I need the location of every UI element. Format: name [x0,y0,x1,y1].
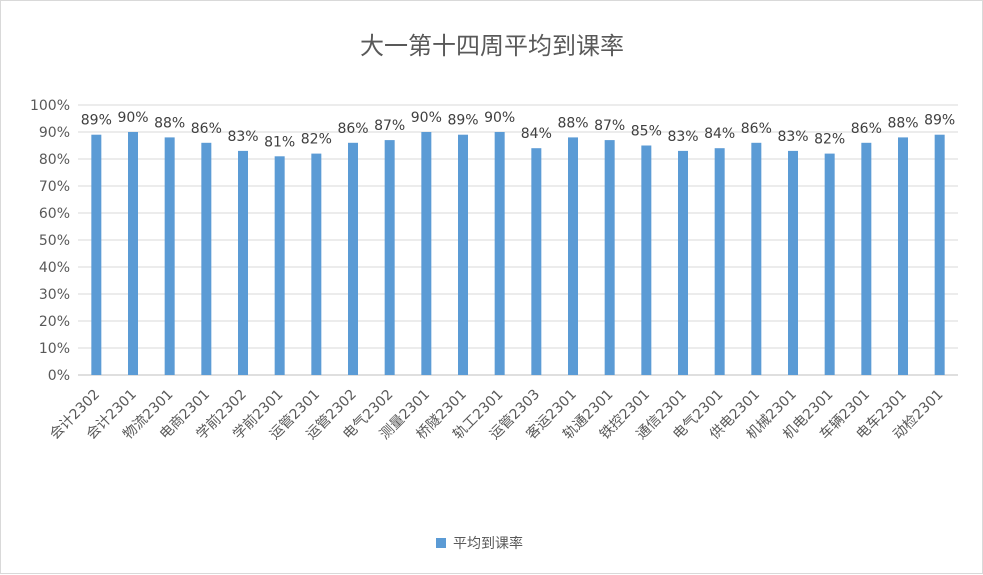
data-label: 86% [741,121,772,137]
bar [311,153,322,375]
bar [128,132,138,375]
bar [238,150,248,375]
bars [91,132,945,375]
data-label: 86% [191,121,222,137]
legend: 平均到课率 [436,535,523,552]
bar [824,153,835,375]
y-tick-label: 50% [39,233,70,249]
bar [714,148,725,375]
data-label: 84% [521,126,552,142]
y-tick-label: 20% [39,314,70,330]
bar [898,137,908,375]
y-tick-label: 100% [30,98,70,114]
legend-swatch [436,538,446,548]
y-tick-label: 10% [39,341,70,357]
data-label: 83% [777,129,808,145]
bar [604,140,615,375]
data-label: 90% [117,110,148,126]
data-label: 90% [484,110,515,126]
y-axis-ticks: 0% 10% 20% 30% 40% 50% 60% 70% 80% 90% 100% [30,98,70,384]
data-label: 87% [594,118,625,134]
bar [274,156,285,375]
y-tick-label: 90% [39,125,70,141]
y-tick-label: 80% [39,152,70,168]
bar [568,137,578,375]
y-tick-label: 70% [39,179,70,195]
bar [421,132,432,375]
y-tick-label: 0% [48,368,70,384]
data-label: 88% [557,115,588,131]
data-label: 83% [667,129,698,145]
data-label: 90% [411,110,442,126]
data-label: 89% [447,113,478,129]
data-label: 86% [851,121,882,137]
data-label: 84% [704,126,735,142]
data-label: 88% [154,115,185,131]
data-label: 87% [374,118,405,134]
data-label: 81% [264,134,295,150]
chart-title: 大一第十四周平均到课率 [360,32,624,60]
y-tick-label: 40% [39,260,70,276]
bar [641,145,652,375]
bar [531,148,542,375]
bar [751,142,762,375]
bar [164,137,175,375]
bar [91,134,102,375]
bar [678,150,688,375]
y-tick-label: 30% [39,287,70,303]
bar [494,132,505,375]
bar [384,140,395,375]
bar [934,134,945,375]
data-label: 89% [81,113,112,129]
data-label: 83% [227,129,258,145]
bar [201,142,212,375]
data-label: 89% [924,113,955,129]
data-label: 82% [814,132,845,148]
legend-label: 平均到课率 [453,535,523,552]
gridlines [78,104,958,376]
bar [788,150,798,375]
bar [861,142,872,375]
data-label: 85% [631,124,662,140]
bar [348,142,358,375]
data-label: 86% [337,121,368,137]
y-tick-label: 60% [39,206,70,222]
x-axis-ticks: 会计2302会计2301物流2301电商2301学前2302学前2301运管23… [47,386,947,443]
bar [458,134,468,375]
data-label: 88% [887,115,918,131]
data-label: 82% [301,132,332,148]
data-labels: 89% 90% 88% 86% 83% 81% 82% 86% 87% 90% 89% 90% 84% 8… [81,110,955,150]
